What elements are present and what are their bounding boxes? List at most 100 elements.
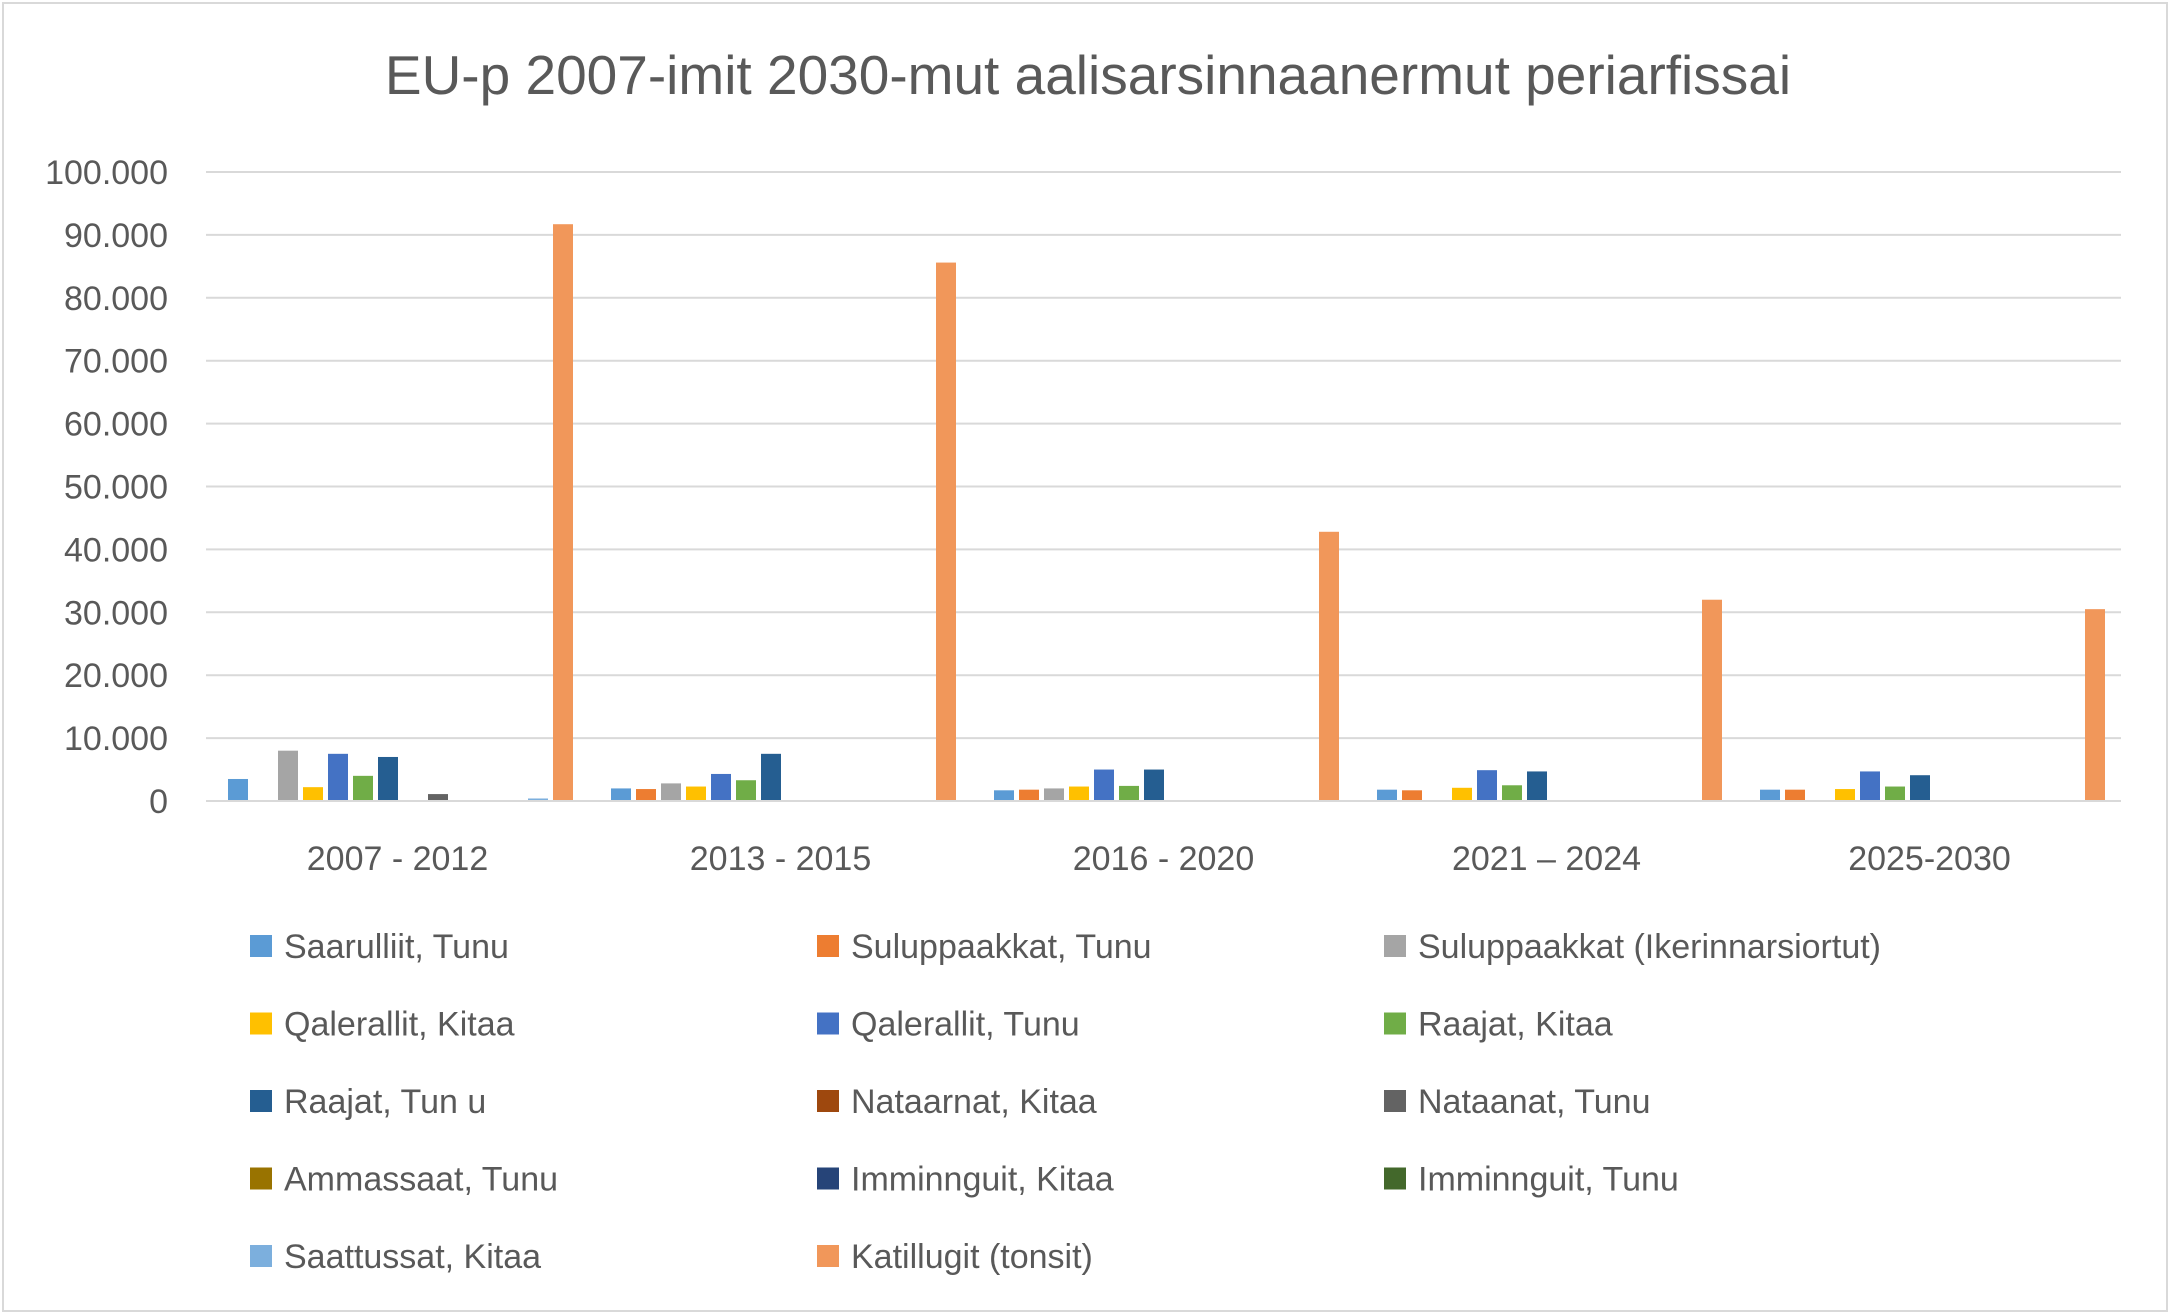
legend-swatch: [817, 1090, 839, 1112]
bar-2-3: [1019, 789, 1039, 801]
bar-1-5: [1760, 789, 1780, 801]
legend-swatch: [250, 1167, 272, 1190]
legend-item[interactable]: Ammassaat, Tunu: [250, 1161, 558, 1199]
legend-swatch: [817, 1012, 839, 1035]
legend-label: Nataarnat, Kitaa: [851, 1083, 1097, 1121]
legend-item[interactable]: Nataanat, Tunu: [1384, 1083, 1651, 1121]
bar-5-1: [328, 753, 348, 801]
x-tick-label: 2021 – 2024: [1452, 840, 1641, 878]
bar-7-2: [761, 753, 781, 801]
bar-7-1: [378, 756, 398, 801]
legend-item[interactable]: Saarulliit, Tunu: [250, 928, 509, 966]
y-tick-label: 70.000: [64, 343, 168, 381]
x-tick-label: 2025-2030: [1848, 840, 2011, 878]
bar-5-5: [1860, 771, 1880, 801]
y-tick-label: 40.000: [64, 531, 168, 569]
bar-1-1: [228, 778, 248, 801]
legend-label: Nataanat, Tunu: [1418, 1083, 1651, 1121]
bar-7-5: [1910, 775, 1930, 801]
chart-canvas: EU-p 2007-imit 2030-mut aalisarsinnaaner…: [45, 44, 2121, 1276]
bar-7-3: [1144, 769, 1164, 801]
legend-item[interactable]: Imminnguit, Kitaa: [817, 1161, 1114, 1199]
bar-6-3: [1119, 785, 1139, 801]
legend-label: Imminnguit, Tunu: [1418, 1161, 1679, 1199]
bar-14-4: [1702, 599, 1722, 801]
x-tick-label: 2016 - 2020: [1073, 840, 1255, 878]
y-tick-label: 0: [149, 783, 168, 821]
legend-item[interactable]: Qalerallit, Kitaa: [250, 1006, 515, 1044]
legend-label: Raajat, Tun u: [284, 1083, 486, 1121]
legend-item[interactable]: Katillugit (tonsit): [817, 1238, 1093, 1276]
bar-14-5: [2085, 609, 2105, 801]
legend-item[interactable]: Nataarnat, Kitaa: [817, 1083, 1097, 1121]
legend-label: Ammassaat, Tunu: [284, 1161, 558, 1199]
bar-4-3: [1069, 786, 1089, 801]
chart-title: EU-p 2007-imit 2030-mut aalisarsinnaaner…: [385, 44, 1791, 106]
bar-1-4: [1377, 789, 1397, 801]
legend-item[interactable]: Imminnguit, Tunu: [1384, 1161, 1679, 1199]
legend-item[interactable]: Suluppaakkat, Tunu: [817, 928, 1152, 966]
bar-3-2: [661, 783, 681, 801]
bar-1-2: [611, 788, 631, 801]
legend-label: Qalerallit, Kitaa: [284, 1006, 515, 1044]
bar-2-4: [1402, 790, 1422, 801]
y-tick-label: 30.000: [64, 594, 168, 632]
bar-5-4: [1477, 770, 1497, 801]
bar-3-1: [278, 750, 298, 801]
bar-4-4: [1452, 787, 1472, 801]
legend-swatch: [1384, 1012, 1406, 1035]
legend-label: Saattussat, Kitaa: [284, 1238, 541, 1276]
bar-2-5: [1785, 789, 1805, 801]
legend-swatch: [817, 935, 839, 957]
y-tick-label: 100.000: [45, 154, 168, 192]
legend-swatch: [250, 1090, 272, 1112]
x-tick-label: 2013 - 2015: [690, 840, 872, 878]
legend-item[interactable]: Raajat, Kitaa: [1384, 1006, 1613, 1044]
legend-label: Suluppaakkat, Tunu: [851, 928, 1152, 966]
y-tick-label: 20.000: [64, 657, 168, 695]
bar-6-2: [736, 780, 756, 801]
bar-5-2: [711, 773, 731, 801]
legend-label: Raajat, Kitaa: [1418, 1006, 1613, 1044]
bar-14-2: [936, 262, 956, 801]
y-tick-label: 90.000: [64, 217, 168, 255]
legend-item[interactable]: Suluppaakkat (Ikerinnarsiortut): [1384, 928, 1881, 966]
legend-swatch: [1384, 935, 1406, 957]
y-tick-label: 50.000: [64, 469, 168, 507]
legend-swatch: [817, 1167, 839, 1190]
bar-7-4: [1527, 771, 1547, 801]
bar-3-3: [1044, 788, 1064, 801]
bar-4-1: [303, 787, 323, 801]
bar-5-3: [1094, 769, 1114, 801]
legend-item[interactable]: Saattussat, Kitaa: [250, 1238, 541, 1276]
legend-swatch: [817, 1245, 839, 1267]
y-tick-label: 10.000: [64, 720, 168, 758]
legend-swatch: [1384, 1167, 1406, 1190]
bar-4-2: [686, 786, 706, 801]
legend-swatch: [250, 1245, 272, 1267]
bar-6-4: [1502, 785, 1522, 801]
legend-label: Qalerallit, Tunu: [851, 1006, 1080, 1044]
legend-label: Suluppaakkat (Ikerinnarsiortut): [1418, 928, 1881, 966]
bar-6-1: [353, 775, 373, 801]
bar-9-1: [428, 794, 448, 801]
legend-swatch: [250, 935, 272, 957]
bar-4-5: [1835, 789, 1855, 801]
bar-14-3: [1319, 531, 1339, 801]
bar-13-1: [528, 798, 548, 801]
legend-item[interactable]: Qalerallit, Tunu: [817, 1006, 1080, 1044]
legend-label: Katillugit (tonsit): [851, 1238, 1093, 1276]
legend-swatch: [250, 1012, 272, 1035]
y-tick-label: 80.000: [64, 280, 168, 318]
bar-2-2: [636, 789, 656, 801]
bar-14-1: [553, 224, 573, 801]
legend-item[interactable]: Raajat, Tun u: [250, 1083, 486, 1121]
x-tick-label: 2007 - 2012: [307, 840, 489, 878]
legend-label: Saarulliit, Tunu: [284, 928, 509, 966]
y-tick-label: 60.000: [64, 406, 168, 444]
bar-6-5: [1885, 786, 1905, 801]
legend-label: Imminnguit, Kitaa: [851, 1161, 1114, 1199]
legend-swatch: [1384, 1090, 1406, 1112]
bar-1-3: [994, 790, 1014, 801]
